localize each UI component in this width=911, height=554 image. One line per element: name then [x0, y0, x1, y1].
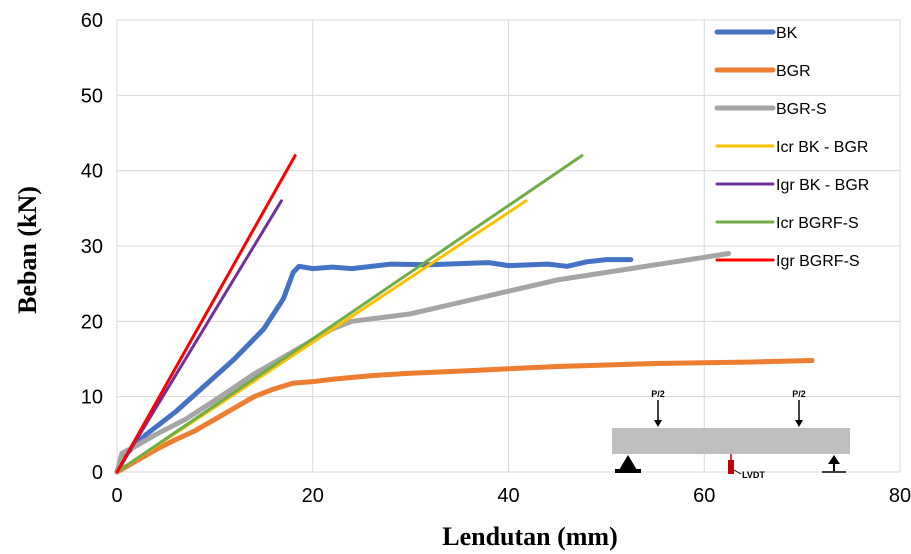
y-tick-label: 50 [81, 85, 103, 107]
x-axis-title: Lendutan (mm) [442, 522, 618, 551]
y-tick-label: 0 [92, 462, 103, 484]
tick-labels: 0 10 20 30 40 50 60 0 20 40 60 80 [81, 10, 911, 507]
beam-schematic: P/2 P/2 LVDT [612, 389, 850, 480]
legend: BK BGR BGR-S Icr BK - BGR Igr BK - BGR Icr BG… [714, 25, 869, 270]
series-line-icr-bgrf-s [115, 154, 584, 474]
y-tick-label: 30 [81, 236, 103, 258]
y-tick-label: 40 [81, 161, 103, 183]
plot-area-frame [116, 19, 901, 473]
x-tick-label: 80 [889, 485, 911, 507]
series-line-bgr-s [114, 251, 732, 475]
series-line-igr-bk-bgr [115, 199, 283, 474]
y-tick-label: 20 [81, 311, 103, 333]
legend-label: Icr BGRF-S [776, 215, 859, 232]
lvdt-label: LVDT [742, 470, 765, 480]
load-arrowhead-left [654, 420, 662, 427]
legend-label: BK [776, 25, 798, 42]
lvdt-sensor [728, 460, 734, 474]
series-line-bgr [114, 358, 815, 475]
series-layer [114, 154, 815, 475]
x-tick-label: 20 [302, 485, 324, 507]
legend-label: Igr BGRF-S [776, 253, 860, 270]
load-arrowhead-right [795, 420, 803, 427]
series-line-igr-bgrf-s [115, 154, 297, 474]
legend-label: Igr BK - BGR [776, 177, 869, 194]
y-axis-title: Beban (kN) [13, 186, 42, 314]
pin-support-base [615, 469, 641, 473]
legend-label: Icr BK - BGR [776, 139, 868, 156]
series-line-bk [114, 257, 634, 475]
y-tick-label: 60 [81, 10, 103, 32]
gridlines [116, 19, 901, 473]
pin-support [619, 455, 637, 470]
load-label-left: P/2 [651, 389, 665, 399]
roller-support [828, 455, 840, 464]
legend-label: BGR-S [776, 101, 827, 118]
y-tick-label: 10 [81, 387, 103, 409]
x-tick-label: 60 [693, 485, 715, 507]
x-tick-label: 0 [111, 485, 122, 507]
lvdt-leader [733, 469, 742, 475]
x-tick-label: 40 [497, 485, 519, 507]
beam-body [612, 428, 850, 454]
load-label-right: P/2 [792, 389, 806, 399]
legend-label: BGR [776, 63, 811, 80]
